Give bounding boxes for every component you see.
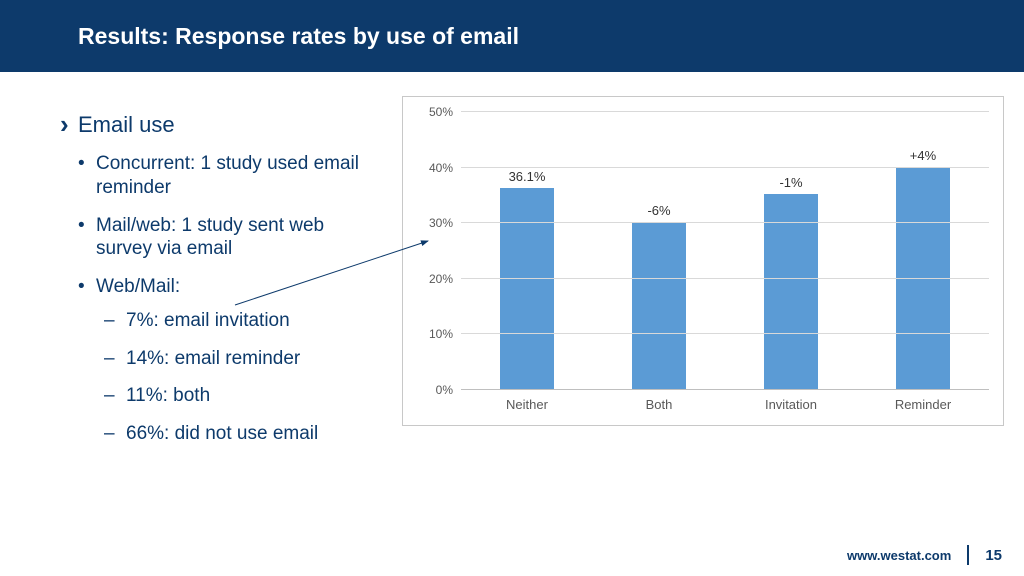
bar-slot: -6% bbox=[601, 111, 717, 389]
text-column: Email use Concurrent: 1 study used email… bbox=[60, 112, 380, 460]
list-item-label: Web/Mail: bbox=[96, 276, 180, 297]
bar-value-label: +4% bbox=[910, 148, 936, 163]
slide-content: Email use Concurrent: 1 study used email… bbox=[0, 90, 1024, 526]
bar-value-label: -1% bbox=[779, 175, 802, 190]
list-item: Mail/web: 1 study sent web survey via em… bbox=[78, 214, 380, 262]
x-axis-labels: Neither Both Invitation Reminder bbox=[461, 389, 989, 425]
y-tick-label: 10% bbox=[429, 327, 453, 341]
bar-slot: 36.1% bbox=[469, 111, 585, 389]
gridline: 20% bbox=[461, 278, 989, 279]
section-heading: Email use bbox=[60, 112, 380, 138]
page-number: 15 bbox=[969, 547, 1002, 564]
y-tick-label: 0% bbox=[436, 383, 453, 397]
bar-value-label: 36.1% bbox=[509, 169, 546, 184]
y-tick-label: 50% bbox=[429, 105, 453, 119]
gridline: 40% bbox=[461, 167, 989, 168]
list-item: 66%: did not use email bbox=[104, 422, 380, 446]
x-tick-label: Invitation bbox=[733, 397, 849, 412]
bar-slot: +4% bbox=[865, 111, 981, 389]
y-tick-label: 20% bbox=[429, 272, 453, 286]
bars-container: 36.1% -6% -1% +4% bbox=[461, 111, 989, 389]
x-tick-label: Both bbox=[601, 397, 717, 412]
bar-chart: 36.1% -6% -1% +4% 0% 10% 20% 30% 40% 50% Neither… bbox=[402, 96, 1004, 426]
bar: -6% bbox=[632, 222, 686, 389]
list-item: Concurrent: 1 study used email reminder bbox=[78, 152, 380, 200]
sub-list: 7%: email invitation 14%: email reminder… bbox=[96, 309, 380, 446]
list-item: Web/Mail: 7%: email invitation 14%: emai… bbox=[78, 275, 380, 446]
bar: -1% bbox=[764, 194, 818, 389]
bar: 36.1% bbox=[500, 188, 554, 389]
y-tick-label: 40% bbox=[429, 161, 453, 175]
bar-slot: -1% bbox=[733, 111, 849, 389]
list-item: 7%: email invitation bbox=[104, 309, 380, 333]
bar-value-label: -6% bbox=[647, 203, 670, 218]
bullet-list: Concurrent: 1 study used email reminder … bbox=[60, 152, 380, 446]
list-item: 11%: both bbox=[104, 384, 380, 408]
footer-url: www.westat.com bbox=[847, 548, 967, 563]
y-tick-label: 30% bbox=[429, 216, 453, 230]
gridline: 30% bbox=[461, 222, 989, 223]
x-tick-label: Neither bbox=[469, 397, 585, 412]
list-item: 14%: email reminder bbox=[104, 347, 380, 371]
plot-area: 36.1%-6%-1%+4% 0%10%20%30%40%50% bbox=[461, 111, 989, 389]
slide-title: Results: Response rates by use of email bbox=[78, 23, 519, 50]
gridline: 10% bbox=[461, 333, 989, 334]
slide-header: Results: Response rates by use of email bbox=[0, 0, 1024, 72]
gridline: 50% bbox=[461, 111, 989, 112]
x-tick-label: Reminder bbox=[865, 397, 981, 412]
slide-footer: www.westat.com 15 bbox=[0, 534, 1024, 576]
